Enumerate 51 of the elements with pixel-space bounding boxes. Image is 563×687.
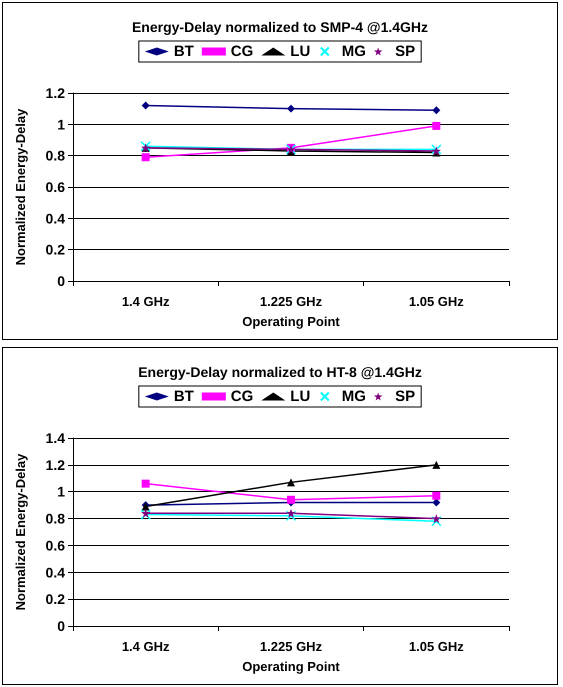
y-tick-label: 0.2	[46, 591, 66, 608]
y-tick-label: 0.2	[46, 242, 66, 258]
legend-label: SP	[395, 43, 416, 60]
point	[432, 492, 440, 500]
point	[142, 153, 150, 162]
legend-label: CG	[230, 388, 254, 405]
point	[287, 104, 295, 113]
x-tick-label: 1.4 GHz	[122, 639, 170, 654]
legend-label: SP	[395, 388, 416, 405]
y-tick-label: 0	[57, 618, 66, 634]
legend-label: BT	[174, 388, 194, 405]
x-axis-title: Operating Point	[242, 314, 340, 329]
chart-title: Energy-Delay normalized to SMP-4 @1.4GHz	[132, 19, 428, 35]
y-tick-label: 0.8	[46, 148, 66, 164]
y-axis-title: Normalized Energy-Delay	[13, 452, 28, 610]
point	[142, 102, 150, 110]
legend-label: MG	[342, 388, 366, 405]
x-axis-title: Operating Point	[242, 659, 340, 674]
point	[287, 496, 295, 504]
y-tick-label: 0.4	[46, 564, 66, 580]
chart-title: Energy-Delay normalized to HT-8 @1.4GHz	[138, 364, 422, 380]
legend-label: CG	[230, 43, 254, 60]
y-tick-label: 0.6	[46, 537, 66, 554]
y-tick-label: 0.4	[46, 210, 66, 226]
point	[287, 478, 295, 486]
x-tick-label: 1.05 GHz	[408, 639, 464, 654]
y-tick-label: 1	[57, 116, 66, 132]
y-tick-label: 1.2	[46, 456, 66, 473]
point	[432, 460, 440, 469]
y-tick-label: 1	[57, 484, 66, 500]
point	[432, 122, 440, 130]
x-tick-label: 1.225 GHz	[260, 639, 323, 654]
legend-label: MG	[342, 43, 366, 60]
point	[432, 106, 440, 114]
legend-label: LU	[290, 43, 310, 60]
y-tick-label: 0.6	[46, 179, 66, 195]
x-tick-label: 1.4 GHz	[122, 294, 170, 309]
y-axis-title: Normalized Energy-Delay	[13, 108, 28, 266]
point	[142, 480, 150, 488]
x-tick-label: 1.05 GHz	[408, 294, 464, 309]
y-tick-label: 0.8	[46, 510, 66, 527]
point	[432, 514, 441, 524]
x-tick-label: 1.225 GHz	[260, 294, 323, 309]
legend-label: LU	[290, 388, 310, 405]
y-tick-label: 1.2	[46, 85, 66, 101]
legend-label: BT	[174, 43, 194, 60]
y-tick-label: 1.4	[46, 430, 66, 446]
y-tick-label: 0	[57, 273, 66, 289]
point	[286, 508, 296, 518]
point	[431, 516, 442, 527]
point	[286, 510, 296, 522]
